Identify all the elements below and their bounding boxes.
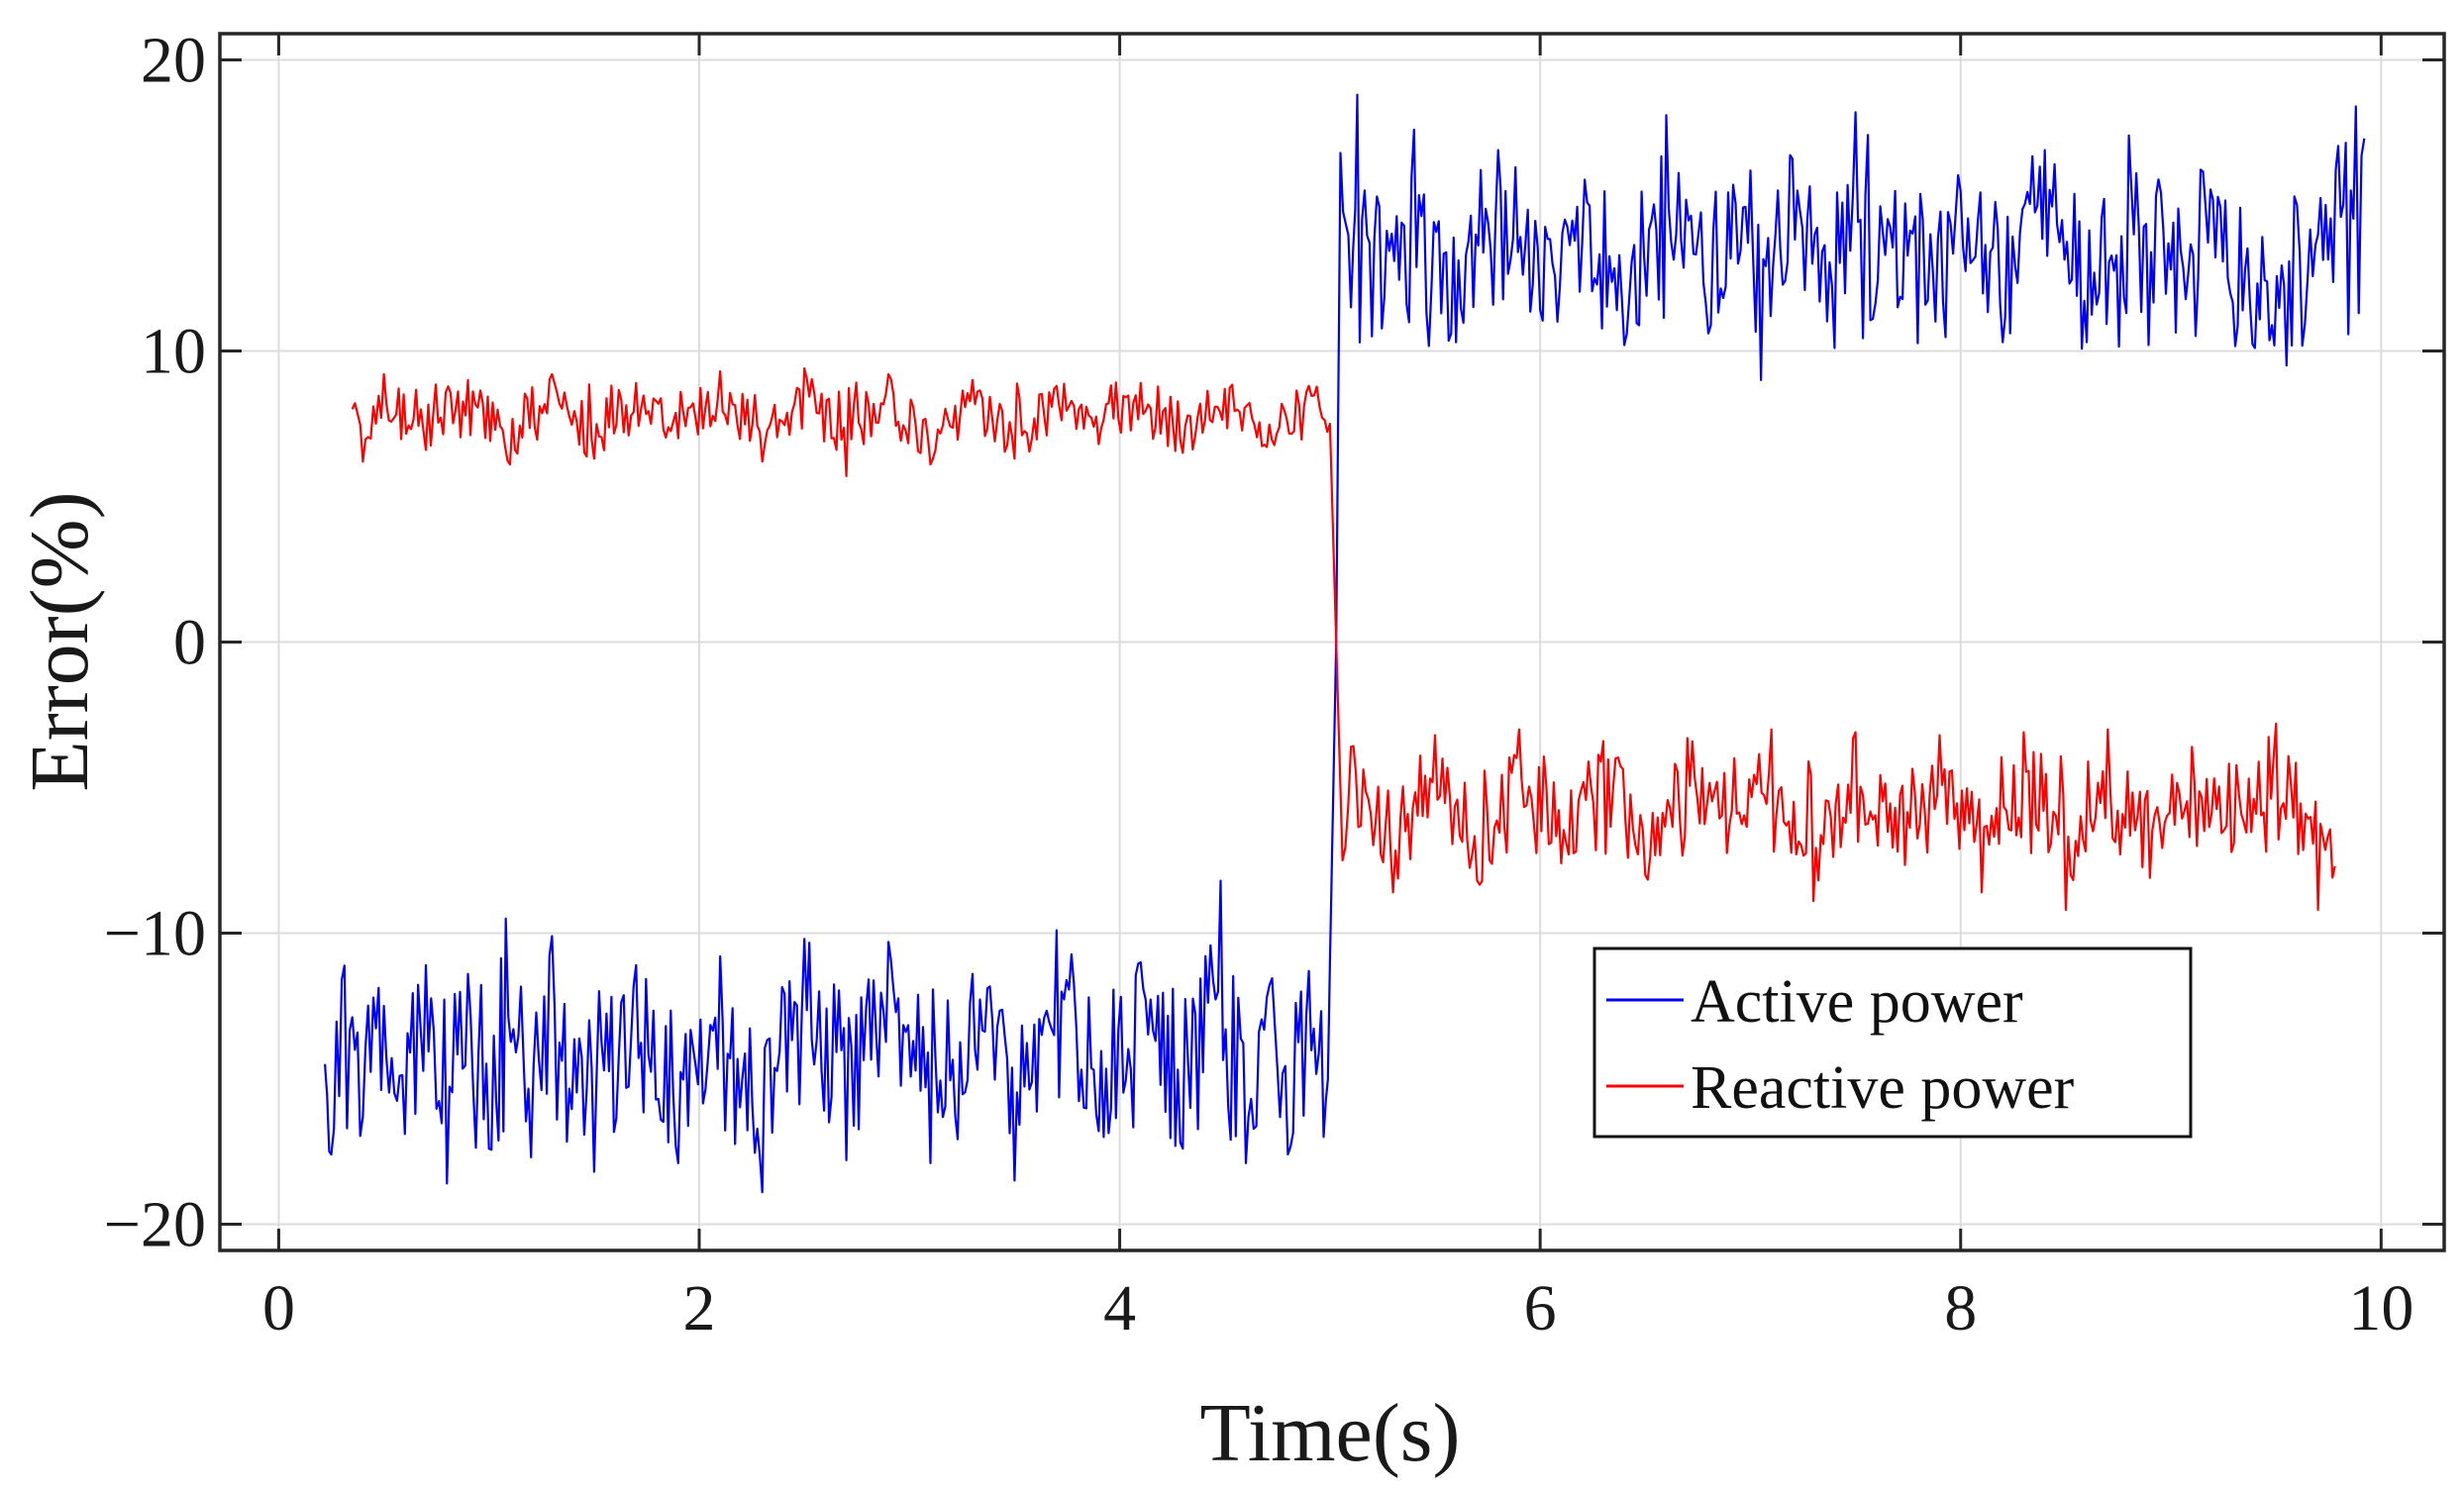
x-tick-label: 2 <box>683 1272 716 1345</box>
series-line-reactive-power <box>351 367 2336 912</box>
y-tick-label: 20 <box>141 24 206 96</box>
grid <box>220 34 2444 1250</box>
tick-labels: 0 2 4 6 8 10 −20 −10 0 10 20 <box>104 24 2414 1345</box>
x-tick-label: 6 <box>1524 1272 1557 1345</box>
x-tick-label: 8 <box>1944 1272 1977 1345</box>
x-tick-label: 0 <box>262 1272 295 1345</box>
legend: Active power Reactive power <box>1592 946 2193 1139</box>
legend-label-active-power: Active power <box>1691 968 2023 1036</box>
y-axis-label: Error(%) <box>14 491 106 791</box>
series-layer <box>324 93 2366 1194</box>
ticks <box>220 34 2444 1250</box>
series-line-active-power <box>324 93 2366 1194</box>
legend-box <box>1592 946 2193 1139</box>
y-tick-label: −10 <box>104 898 206 970</box>
x-tick-label: 10 <box>2348 1272 2413 1345</box>
y-tick-label: 10 <box>141 315 206 387</box>
legend-label-reactive-power: Reactive power <box>1691 1054 2075 1122</box>
y-tick-label: 0 <box>173 607 206 679</box>
x-tick-label: 4 <box>1103 1272 1136 1345</box>
x-axis-label: Time(s) <box>1200 1387 1461 1479</box>
y-tick-label: −20 <box>104 1189 206 1261</box>
